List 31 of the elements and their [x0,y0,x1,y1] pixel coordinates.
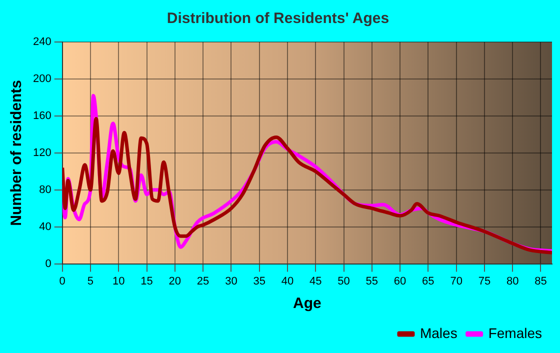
x-tick-label: 20 [168,275,182,288]
x-tick-label: 70 [450,275,462,288]
x-tick-label: 25 [196,275,210,288]
legend-label: Males [420,324,458,341]
x-tick-label: 80 [506,275,519,288]
x-tick-label: 55 [366,275,378,288]
y-tick-label: 160 [32,110,52,122]
x-tick-label: 65 [422,275,434,288]
x-tick-label: 40 [281,275,294,288]
line-series [62,116,552,254]
y-tick-label: 200 [32,73,52,85]
x-tick-label: 85 [534,275,547,288]
y-tick-label: 80 [39,184,52,196]
x-tick-label: 75 [478,275,491,288]
y-tick-label: 40 [39,220,52,233]
y-tick-label: 240 [32,36,52,48]
x-tick-label: 35 [253,275,266,288]
x-tick-label: 15 [140,275,153,288]
x-tick-label: 30 [225,275,238,288]
x-tick-label: 45 [309,275,322,288]
x-tick-label: 10 [112,275,125,288]
y-tick-label: 0 [45,258,52,270]
legend-label: Females [488,324,542,341]
y-tick-label: 120 [32,146,52,159]
y-axis-title: Number of residents [8,80,26,226]
x-tick-label: 50 [338,275,350,288]
x-axis-title: Age [293,295,322,312]
chart-title: Distribution of Residents' Ages [166,10,390,28]
x-tick-label: 5 [87,275,94,288]
x-tick-label: 60 [394,275,406,288]
x-tick-label: 0 [59,275,66,288]
